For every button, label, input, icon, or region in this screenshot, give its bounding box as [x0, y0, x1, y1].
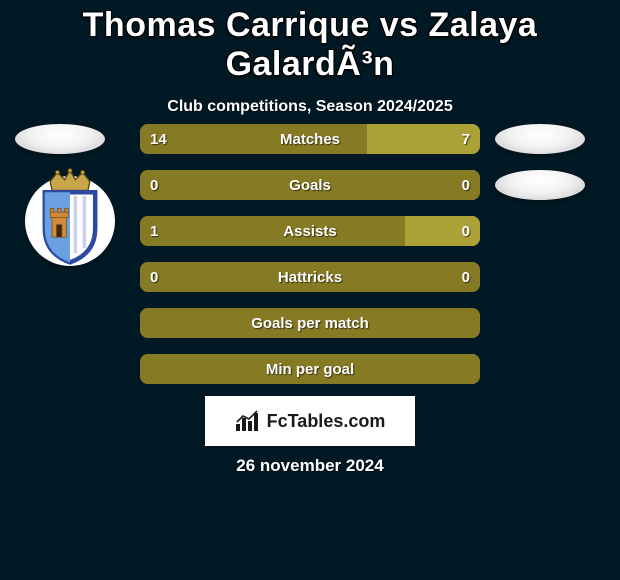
stat-bar: Goals00 [140, 170, 480, 200]
stat-bar: Matches147 [140, 124, 480, 154]
brand-footer[interactable]: FcTables.com [205, 396, 415, 446]
stat-value-right: 0 [462, 262, 470, 292]
stat-bar-left [140, 216, 405, 246]
stat-row: Matches147 [0, 124, 620, 154]
stat-row: Goals per match [0, 308, 620, 338]
brand-prefix: FcTables [267, 411, 344, 431]
stat-value-left: 0 [150, 262, 158, 292]
stat-bar: Assists10 [140, 216, 480, 246]
brand-bars-icon [235, 410, 261, 432]
date-label: 26 november 2024 [0, 456, 620, 476]
stat-row: Assists10 [0, 216, 620, 246]
stat-row: Min per goal [0, 354, 620, 384]
content: Thomas Carrique vs Zalaya GalardÃ³n Club… [0, 0, 620, 116]
stat-bar-left [140, 124, 367, 154]
stat-row: Hattricks00 [0, 262, 620, 292]
stat-row: Goals00 [0, 170, 620, 200]
subtitle: Club competitions, Season 2024/2025 [0, 98, 620, 116]
stat-bar-left [140, 354, 480, 384]
page-title: Thomas Carrique vs Zalaya GalardÃ³n [0, 0, 620, 84]
brand-text: FcTables.com [267, 411, 386, 432]
stat-bar: Goals per match [140, 308, 480, 338]
stat-value-left: 0 [150, 170, 158, 200]
stat-value-right: 0 [462, 170, 470, 200]
stat-value-left: 1 [150, 216, 158, 246]
stat-value-right: 7 [462, 124, 470, 154]
stat-bar-left [140, 308, 480, 338]
stat-bar-left [140, 170, 480, 200]
stat-value-right: 0 [462, 216, 470, 246]
brand-suffix: .com [343, 411, 385, 431]
stat-value-left: 14 [150, 124, 167, 154]
stat-bar: Min per goal [140, 354, 480, 384]
stat-bar: Hattricks00 [140, 262, 480, 292]
stat-bar-left [140, 262, 480, 292]
